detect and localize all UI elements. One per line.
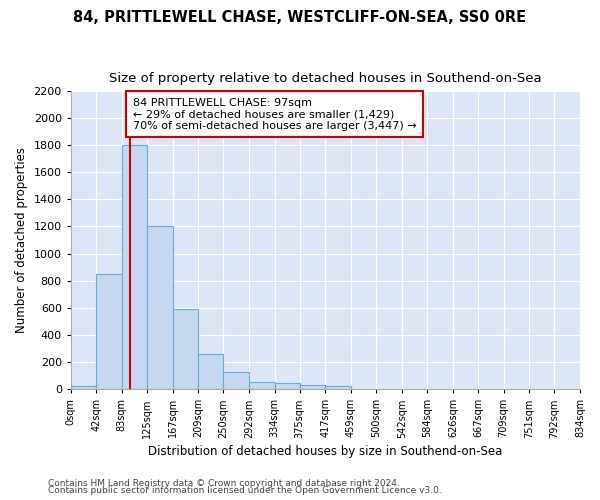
- Bar: [300, 385, 325, 389]
- Text: 84, PRITTLEWELL CHASE, WESTCLIFF-ON-SEA, SS0 0RE: 84, PRITTLEWELL CHASE, WESTCLIFF-ON-SEA,…: [73, 10, 527, 25]
- Bar: [97, 274, 122, 389]
- Bar: [147, 226, 173, 389]
- Text: Contains HM Land Registry data © Crown copyright and database right 2024.: Contains HM Land Registry data © Crown c…: [48, 478, 400, 488]
- Bar: [223, 372, 249, 389]
- Y-axis label: Number of detached properties: Number of detached properties: [15, 147, 28, 333]
- Bar: [325, 386, 351, 389]
- Bar: [71, 386, 97, 389]
- Text: Contains public sector information licensed under the Open Government Licence v3: Contains public sector information licen…: [48, 486, 442, 495]
- X-axis label: Distribution of detached houses by size in Southend-on-Sea: Distribution of detached houses by size …: [148, 444, 503, 458]
- Bar: [199, 354, 223, 389]
- Bar: [275, 383, 300, 389]
- Text: 84 PRITTLEWELL CHASE: 97sqm
← 29% of detached houses are smaller (1,429)
70% of : 84 PRITTLEWELL CHASE: 97sqm ← 29% of det…: [133, 98, 417, 131]
- Bar: [249, 382, 275, 389]
- Bar: [122, 145, 147, 389]
- Title: Size of property relative to detached houses in Southend-on-Sea: Size of property relative to detached ho…: [109, 72, 542, 86]
- Bar: [173, 309, 199, 389]
